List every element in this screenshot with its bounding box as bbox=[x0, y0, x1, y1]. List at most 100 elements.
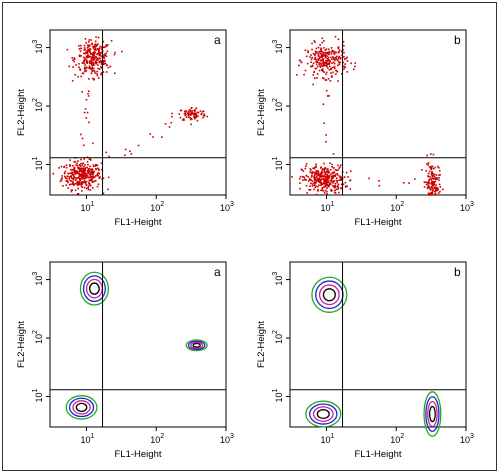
data-point bbox=[66, 48, 69, 51]
data-point bbox=[320, 55, 323, 58]
data-point bbox=[439, 190, 441, 193]
data-point bbox=[435, 188, 437, 190]
data-point bbox=[98, 52, 101, 55]
data-point bbox=[339, 179, 342, 181]
data-point bbox=[83, 177, 85, 180]
data-point bbox=[324, 181, 327, 184]
data-point bbox=[314, 182, 317, 184]
data-point bbox=[431, 187, 433, 190]
data-point bbox=[68, 184, 71, 186]
data-point bbox=[96, 70, 98, 73]
contour-line bbox=[75, 402, 88, 413]
data-point bbox=[309, 179, 311, 181]
x-axis-label: FL1-Height bbox=[115, 217, 162, 228]
data-point bbox=[188, 109, 191, 111]
data-point bbox=[91, 69, 94, 72]
data-point bbox=[85, 42, 87, 44]
data-point bbox=[326, 190, 328, 193]
data-point bbox=[334, 59, 336, 62]
data-point bbox=[92, 67, 95, 70]
data-point bbox=[427, 175, 429, 177]
data-point bbox=[100, 66, 102, 68]
data-point bbox=[64, 170, 67, 173]
data-point bbox=[328, 62, 331, 64]
data-point bbox=[67, 187, 69, 189]
data-point bbox=[336, 177, 338, 179]
data-point bbox=[317, 174, 320, 177]
data-point bbox=[314, 166, 316, 169]
contour-line bbox=[190, 341, 204, 349]
data-point bbox=[300, 168, 303, 171]
data-point bbox=[88, 121, 90, 124]
data-point bbox=[326, 187, 328, 190]
data-point bbox=[317, 59, 320, 61]
data-point bbox=[80, 185, 83, 187]
y-axis-label: FL2-Height bbox=[256, 321, 267, 368]
data-point bbox=[435, 184, 437, 186]
data-point bbox=[85, 187, 88, 190]
data-point bbox=[101, 168, 103, 171]
data-point bbox=[316, 172, 319, 175]
data-point bbox=[299, 175, 302, 178]
data-point bbox=[104, 53, 106, 56]
contour-line bbox=[311, 276, 348, 313]
data-point bbox=[81, 72, 84, 75]
data-point bbox=[317, 178, 319, 181]
data-point bbox=[91, 169, 93, 172]
data-point bbox=[80, 47, 82, 50]
x-tick-label: 10 bbox=[320, 203, 330, 213]
data-point bbox=[314, 172, 316, 174]
data-point bbox=[89, 165, 91, 168]
data-point bbox=[90, 173, 93, 175]
data-point bbox=[85, 183, 88, 186]
data-point bbox=[313, 182, 315, 184]
data-point bbox=[93, 50, 96, 53]
data-point bbox=[322, 168, 324, 170]
y-axis-label: FL2-Height bbox=[16, 321, 27, 368]
data-point bbox=[436, 189, 439, 192]
data-point bbox=[84, 52, 87, 54]
data-point bbox=[321, 59, 324, 62]
data-point bbox=[76, 181, 78, 184]
data-point bbox=[432, 189, 434, 192]
data-point bbox=[312, 167, 315, 170]
y-tick-label: 10 bbox=[34, 334, 44, 344]
x-tick-label: 10 bbox=[150, 203, 160, 213]
data-point bbox=[317, 58, 320, 60]
data-point bbox=[345, 171, 348, 174]
data-point bbox=[87, 187, 90, 189]
panel-label: b bbox=[454, 265, 461, 279]
data-point bbox=[109, 65, 112, 68]
data-point bbox=[82, 61, 85, 64]
data-point bbox=[322, 58, 325, 60]
data-point bbox=[95, 55, 97, 58]
data-point bbox=[342, 40, 345, 43]
data-point bbox=[328, 184, 330, 187]
data-point bbox=[79, 50, 82, 52]
data-point bbox=[346, 60, 349, 62]
data-point bbox=[91, 187, 94, 189]
data-point bbox=[81, 171, 84, 173]
data-point bbox=[329, 169, 332, 171]
data-point bbox=[313, 58, 316, 60]
data-point bbox=[317, 55, 320, 57]
data-point bbox=[325, 89, 328, 92]
data-point bbox=[438, 166, 440, 169]
data-point bbox=[305, 185, 308, 187]
data-point bbox=[80, 44, 82, 47]
data-point bbox=[431, 192, 433, 194]
data-point bbox=[90, 72, 93, 75]
data-point bbox=[97, 183, 100, 186]
data-point bbox=[78, 180, 81, 183]
data-point bbox=[328, 181, 330, 184]
data-point bbox=[337, 51, 340, 54]
data-point bbox=[323, 40, 325, 42]
plot-area bbox=[49, 261, 227, 428]
data-point bbox=[310, 54, 312, 56]
data-point bbox=[339, 176, 341, 179]
contour-line bbox=[312, 406, 334, 422]
y-tick-exponent: 1 bbox=[32, 388, 39, 392]
data-point bbox=[78, 171, 80, 173]
data-point bbox=[107, 176, 110, 179]
